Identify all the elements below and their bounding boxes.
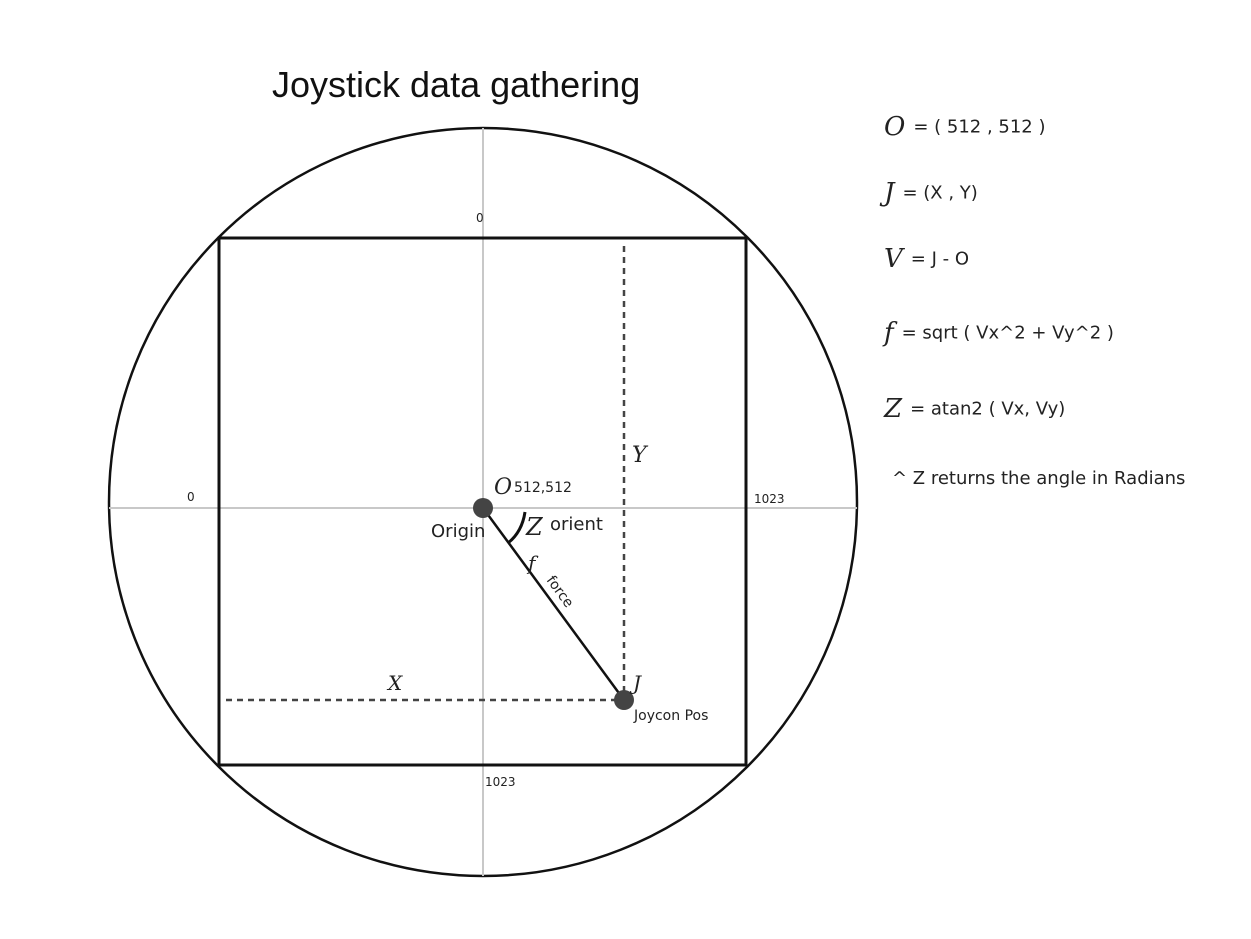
joycon-point	[614, 690, 634, 710]
equation-origin: O = ( 512 , 512 )	[884, 112, 1046, 142]
force-vector-line	[481, 507, 626, 701]
equation-rhs: = J - O	[910, 248, 969, 270]
tick-top: 0	[476, 211, 484, 225]
page-title: Joystick data gathering	[272, 64, 641, 105]
equation-vector: V = J - O	[884, 244, 969, 274]
force-symbol: f	[526, 551, 539, 575]
radians-note: ^ Z returns the angle in Radians	[892, 468, 1186, 489]
equation-rhs: = ( 512 , 512 )	[913, 116, 1046, 138]
origin-point	[473, 498, 493, 518]
equation-rhs: = sqrt ( Vx^2 + Vy^2 )	[901, 322, 1114, 344]
equation-symbol: Z	[884, 394, 903, 424]
joycon-symbol: J	[629, 671, 642, 695]
origin-label: Origin	[431, 521, 485, 542]
tick-right: 1023	[754, 492, 785, 506]
tick-left: 0	[187, 490, 195, 504]
force-label: force	[543, 573, 577, 611]
equation-angle: Z = atan2 ( Vx, Vy)	[884, 394, 1065, 424]
x-label: X	[386, 671, 403, 695]
orient-angle-arc	[507, 511, 527, 545]
angle-symbol: Z	[525, 513, 544, 541]
equation-joycon: J = (X , Y)	[884, 178, 978, 208]
angle-label: orient	[550, 514, 603, 535]
joycon-label: Joycon Pos	[633, 708, 708, 724]
origin-coords: 512,512	[514, 480, 572, 496]
y-label: Y	[632, 443, 649, 468]
equation-symbol: O	[884, 112, 906, 142]
equation-force: f = sqrt ( Vx^2 + Vy^2 )	[884, 318, 1114, 348]
equation-rhs: = atan2 ( Vx, Vy)	[910, 398, 1066, 420]
tick-bottom: 1023	[485, 775, 516, 789]
joystick-range-square	[217, 236, 748, 767]
equation-rhs: = (X , Y)	[902, 182, 978, 204]
origin-symbol: O	[494, 475, 512, 500]
equation-symbol: V	[884, 244, 903, 274]
equation-symbol: f	[884, 318, 894, 348]
equation-symbol: J	[884, 178, 895, 208]
